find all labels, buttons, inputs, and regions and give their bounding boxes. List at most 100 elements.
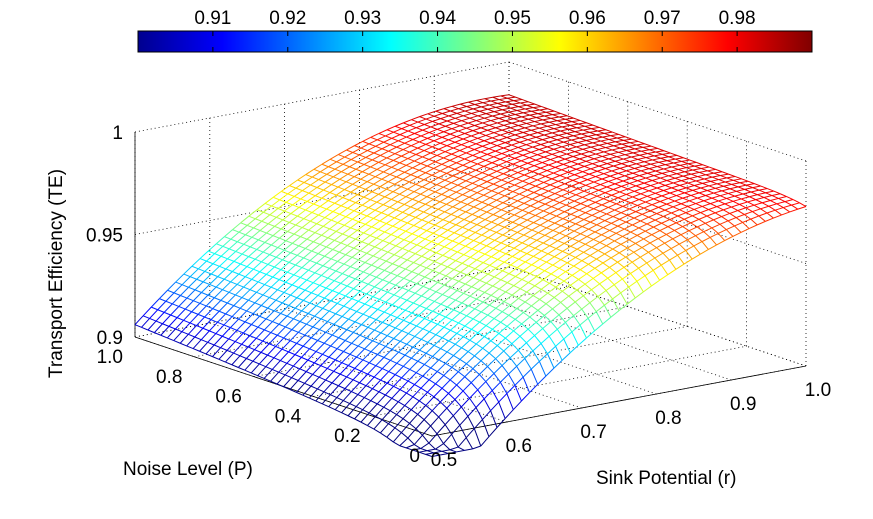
- mesh-line-r: [524, 108, 532, 112]
- mesh-line-r: [541, 188, 549, 192]
- mesh-line-r: [641, 213, 649, 218]
- mesh-line-P: [391, 389, 401, 399]
- mesh-line-r: [258, 239, 266, 243]
- mesh-line-P: [168, 317, 178, 327]
- mesh-line-r: [618, 252, 626, 258]
- mesh-line-r: [530, 151, 538, 156]
- mesh-line-P: [367, 415, 376, 426]
- mesh-line-P: [574, 171, 583, 176]
- mesh-line-r: [550, 117, 558, 122]
- mesh-line-r: [328, 356, 336, 361]
- mesh-line-P: [590, 217, 599, 223]
- mesh-line-P: [290, 245, 300, 254]
- mesh-line-P: [420, 188, 429, 195]
- mesh-line-P: [434, 219, 444, 226]
- mesh-line-P: [377, 346, 386, 355]
- mesh-line-r: [366, 252, 374, 257]
- mesh-line-r: [264, 284, 272, 288]
- mesh-line-P: [599, 207, 609, 212]
- mesh-line-P: [423, 146, 433, 152]
- mesh-line-P: [317, 379, 326, 390]
- mesh-line-r: [524, 174, 531, 178]
- mesh-line-r: [238, 273, 246, 278]
- mesh-line-r: [458, 130, 465, 134]
- mesh-line-P: [462, 189, 471, 196]
- mesh-line-r: [720, 175, 728, 179]
- mesh-line-P: [548, 328, 558, 337]
- mesh-line-P: [428, 371, 438, 381]
- z-tick-label: 0.95: [86, 226, 123, 247]
- mesh-line-P: [765, 217, 774, 222]
- mesh-line-r: [457, 184, 465, 189]
- mesh-line-P: [468, 99, 477, 103]
- x-tick-labels: 0.50.60.70.80.91.0: [431, 380, 831, 471]
- mesh-line-P: [554, 218, 564, 224]
- mesh-line-P: [498, 325, 508, 334]
- mesh-line-r: [670, 152, 678, 156]
- mesh-line-P: [360, 173, 370, 180]
- mesh-line-P: [488, 427, 498, 438]
- mesh-line-r: [467, 203, 475, 208]
- mesh-line-P: [427, 448, 436, 452]
- mesh-line-P: [312, 275, 322, 284]
- mesh-line-r: [449, 159, 457, 164]
- mesh-line-P: [440, 257, 450, 265]
- mesh-line-r: [586, 139, 593, 144]
- mesh-line-r: [696, 161, 703, 166]
- mesh-line-P: [402, 241, 411, 249]
- mesh-line-r: [367, 425, 375, 430]
- mesh-line-P: [308, 262, 317, 271]
- mesh-line-P: [431, 170, 441, 176]
- mesh-line-P: [351, 250, 361, 258]
- mesh-line-r: [402, 247, 409, 252]
- mesh-line-P: [610, 252, 620, 259]
- mesh-line-P: [739, 201, 748, 205]
- mesh-line-P: [411, 227, 421, 235]
- mesh-line-P: [750, 189, 760, 193]
- mesh-line-P: [581, 255, 591, 262]
- mesh-line-P: [506, 113, 516, 117]
- mesh-line-P: [416, 124, 425, 129]
- mesh-line-P: [679, 239, 688, 245]
- mesh-line-r: [629, 142, 637, 146]
- mesh-line-r: [580, 176, 588, 181]
- mesh-line-P: [529, 383, 539, 393]
- mesh-line-r: [521, 279, 529, 284]
- mesh-line-P: [477, 134, 486, 139]
- mesh-line-P: [391, 297, 401, 306]
- mesh-line-P: [278, 315, 288, 325]
- mesh-line-P: [594, 323, 604, 332]
- mesh-line-P: [613, 185, 622, 190]
- mesh-line-r: [199, 258, 207, 262]
- mesh-line-r: [652, 180, 659, 184]
- mesh-line-P: [610, 133, 619, 137]
- mesh-line-P: [513, 98, 522, 102]
- mesh-line-P: [167, 281, 177, 291]
- mesh-line-r: [468, 229, 476, 233]
- mesh-line-r: [514, 214, 521, 218]
- mesh-line-r: [479, 242, 487, 247]
- mesh-line-P: [347, 406, 357, 417]
- mesh-line-P: [453, 226, 463, 234]
- mesh-line-P: [386, 374, 396, 384]
- mesh-line-r: [497, 297, 505, 303]
- mesh-line-P: [307, 305, 317, 314]
- mesh-line-r: [511, 294, 519, 299]
- mesh-line-r: [742, 222, 750, 229]
- mesh-line-r: [342, 273, 349, 277]
- mesh-line-P: [220, 291, 230, 301]
- mesh-line-P: [415, 179, 425, 185]
- mesh-line-P: [474, 301, 484, 310]
- mesh-line-P: [256, 203, 266, 211]
- mesh-line-P: [461, 397, 470, 408]
- mesh-line-r: [404, 171, 412, 176]
- mesh-line-r: [509, 175, 517, 180]
- mesh-line-P: [597, 147, 606, 151]
- mesh-line-r: [268, 223, 275, 227]
- mesh-line-P: [163, 303, 173, 313]
- mesh-line-r: [668, 175, 676, 179]
- mesh-line-r: [448, 340, 456, 345]
- mesh-line-P: [296, 334, 306, 344]
- mesh-line-r: [425, 453, 433, 457]
- mesh-line-r: [589, 151, 596, 155]
